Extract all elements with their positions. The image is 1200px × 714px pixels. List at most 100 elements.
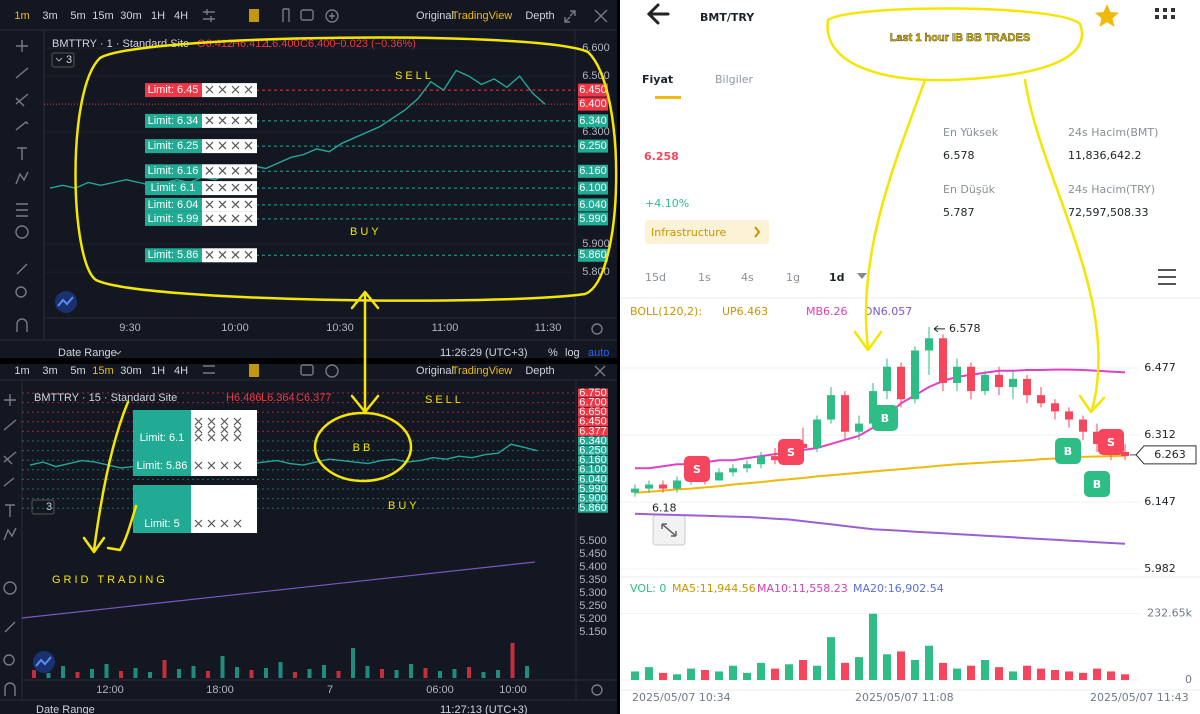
interval-button[interactable]: 5m: [70, 10, 85, 22]
volume-bar-decor: [177, 669, 181, 678]
percent-toggle[interactable]: %: [548, 347, 558, 359]
x-tick-label: 18:00: [206, 684, 234, 696]
interval-button[interactable]: 15d: [645, 271, 666, 284]
view-tab[interactable]: Depth: [525, 10, 554, 22]
volume-bar: [785, 664, 793, 680]
view-tab[interactable]: TradingView: [452, 365, 513, 377]
interval-button[interactable]: 1H: [151, 365, 165, 377]
interval-button[interactable]: 15m: [92, 365, 113, 377]
trade-marker: [778, 439, 804, 465]
interval-button[interactable]: 5m: [70, 365, 85, 377]
study-count: 3: [46, 501, 52, 513]
cancel-icon: [194, 433, 203, 442]
tab[interactable]: Bilgiler: [715, 73, 754, 86]
volume-bar-decor: [510, 643, 515, 678]
symbol-legend: BMTTRY · 15 · Standard Site: [34, 392, 177, 404]
x-tick-label: 11:00: [432, 322, 459, 334]
cancel-icon: [233, 417, 242, 426]
interval-button[interactable]: 1H: [151, 10, 165, 22]
study-toggle: [51, 52, 75, 68]
trade-marker: [872, 405, 898, 431]
view-tab[interactable]: Depth: [525, 365, 554, 377]
volume-bar: [813, 665, 821, 680]
low-label: 6.18: [652, 502, 677, 515]
volume-bar-decor: [322, 665, 326, 678]
interval-button[interactable]: 1g: [786, 271, 800, 284]
x-tick-label: 10:00: [221, 322, 249, 334]
volume-bar-decor: [438, 671, 442, 678]
interval-button[interactable]: 3m: [42, 10, 57, 22]
price-tag-label: 6.377: [579, 425, 607, 437]
tab[interactable]: Fiyat: [642, 73, 673, 86]
drawing-tools[interactable]: [3, 394, 17, 696]
toolbar-icons[interactable]: [203, 8, 608, 23]
volume-bar-decor: [119, 671, 123, 678]
volume-bar: [659, 672, 667, 680]
cancel-icon: [220, 519, 229, 528]
panel-divider: [617, 0, 620, 714]
order-cancel-box: [202, 211, 257, 226]
log-toggle[interactable]: log: [565, 347, 580, 359]
y-tick-label: 5.900: [582, 238, 610, 250]
chart-settings[interactable]: [1158, 269, 1176, 285]
toolbar-icons[interactable]: [203, 364, 606, 378]
interval-button[interactable]: 4H: [174, 10, 188, 22]
interval-button[interactable]: 15m: [92, 10, 113, 22]
candle-body: [939, 338, 947, 383]
menu-button[interactable]: [1155, 8, 1175, 19]
candle-body: [1037, 395, 1045, 404]
view-tab[interactable]: TradingView: [452, 10, 513, 22]
stat-value: 11,836,642.2: [1068, 149, 1141, 162]
candle-body: [1093, 431, 1101, 444]
cancel-icon: [231, 141, 240, 150]
view-tab[interactable]: Original: [416, 365, 454, 377]
price-tag: [578, 212, 608, 226]
volume-bar: [925, 645, 933, 680]
interval-button[interactable]: 3m: [42, 365, 57, 377]
date-range-button[interactable]: Date Range: [36, 704, 95, 714]
stat-value: 72,597,508.33: [1068, 206, 1148, 219]
date-range-button[interactable]: Date Range: [58, 347, 117, 359]
volume-bar: [631, 671, 639, 680]
interval-button[interactable]: 4H: [174, 365, 188, 377]
volume-bar: [1093, 668, 1101, 680]
order-label-box: [145, 248, 202, 263]
interval-button[interactable]: 30m: [120, 365, 141, 377]
favorite-star[interactable]: [1095, 4, 1119, 27]
price-tag: [578, 248, 608, 262]
drawing-tools[interactable]: [15, 40, 29, 332]
volume-bar: [883, 654, 891, 680]
bollinger-band: [634, 454, 1126, 494]
settings-icon[interactable]: [591, 323, 603, 335]
auto-toggle[interactable]: auto: [588, 347, 609, 359]
price-change: +4.10%: [645, 197, 689, 210]
cancel-icon: [218, 141, 227, 150]
price-line: [29, 443, 538, 471]
y-tick-label: 0: [1185, 673, 1192, 686]
annotation-sell: SELL: [395, 70, 434, 82]
order-label: Limit: 6.1: [140, 432, 185, 444]
trade-marker-label: B: [1093, 478, 1101, 491]
interval-button[interactable]: 1d: [829, 271, 845, 284]
candle-body: [673, 480, 681, 489]
sector-tag[interactable]: [645, 220, 769, 244]
order-cancel-box: [202, 181, 257, 196]
interval-button[interactable]: 1s: [698, 271, 711, 284]
volume-bar: [673, 674, 681, 680]
interval-button[interactable]: 4s: [741, 271, 754, 284]
view-tab[interactable]: Original: [416, 10, 454, 22]
candle-body: [1065, 411, 1073, 420]
x-tick-label: 2025/05/07 11:08: [855, 691, 954, 704]
interval-dropdown[interactable]: [857, 273, 867, 279]
interval-button[interactable]: 1m: [14, 10, 29, 22]
interval-button[interactable]: 30m: [120, 10, 141, 22]
back-button[interactable]: [646, 3, 670, 25]
price-tag-label: 6.040: [579, 473, 607, 485]
price-tag-label: 5.860: [579, 502, 607, 514]
candle-body: [1009, 378, 1017, 388]
indicator-label: DN6.057: [864, 305, 912, 318]
settings-icon[interactable]: [591, 684, 603, 696]
interval-button[interactable]: 1m: [14, 365, 29, 377]
trade-marker-label: S: [693, 463, 701, 476]
